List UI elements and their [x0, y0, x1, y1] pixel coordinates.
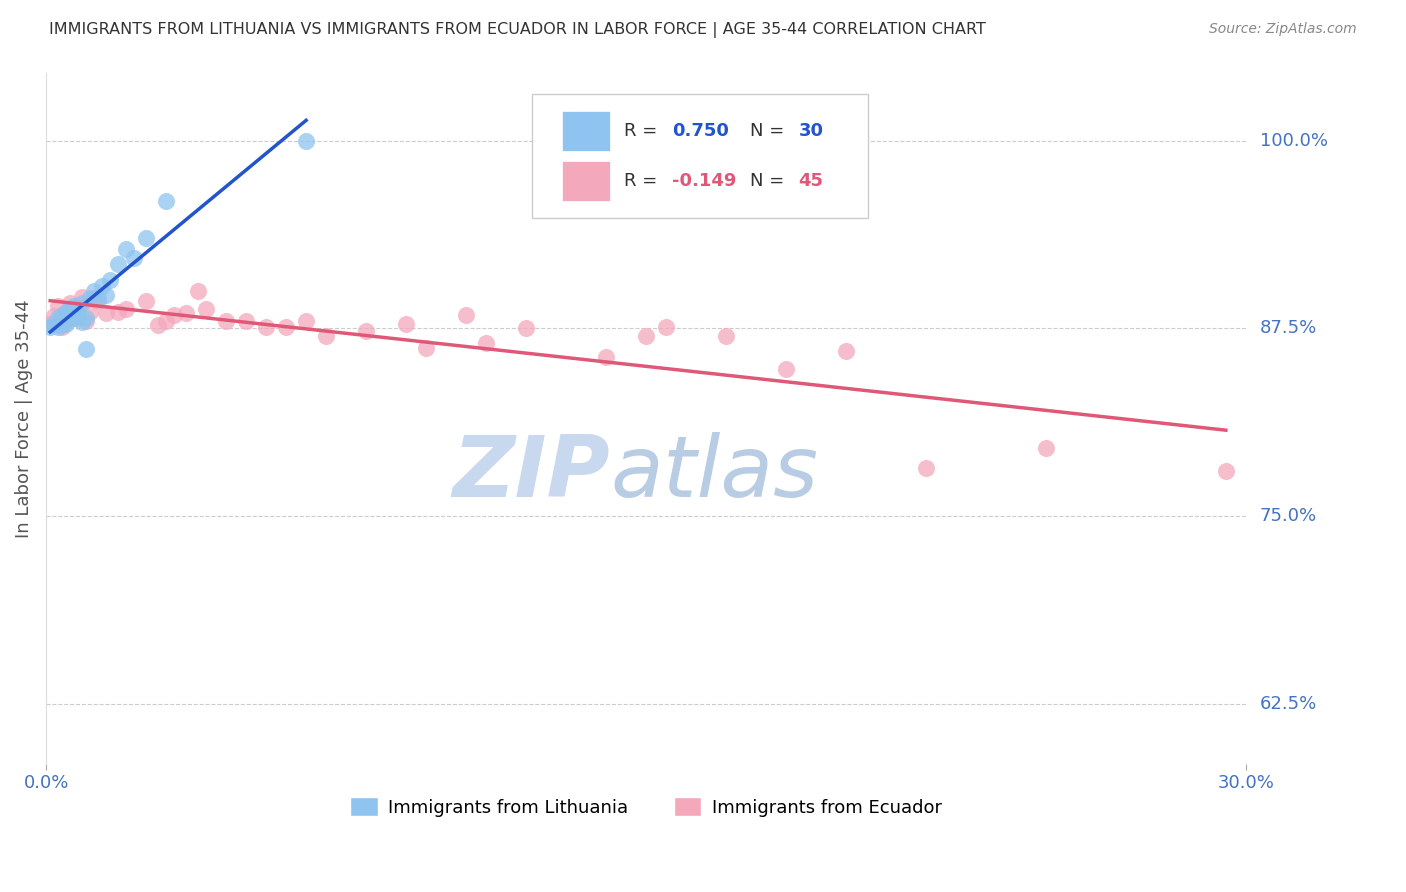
Point: [96, 306, 118, 320]
Legend: Immigrants from Lithuania, Immigrants from Ecuador: Immigrants from Lithuania, Immigrants fr…: [343, 790, 949, 824]
Point: [46, 319, 69, 334]
Text: 62.5%: 62.5%: [1260, 695, 1317, 713]
Point: [415, 341, 437, 355]
Point: [79, 305, 101, 319]
Point: [63, 310, 86, 324]
Point: [70, 315, 93, 329]
Point: [55, 314, 77, 328]
Point: [39, 317, 62, 331]
Point: [75, 314, 97, 328]
Point: [122, 251, 145, 265]
Point: [276, 319, 298, 334]
Point: [83, 284, 105, 298]
Text: IMMIGRANTS FROM LITHUANIA VS IMMIGRANTS FROM ECUADOR IN LABOR FORCE | AGE 35-44 : IMMIGRANTS FROM LITHUANIA VS IMMIGRANTS …: [49, 22, 986, 38]
Point: [70, 290, 93, 304]
Point: [96, 288, 118, 302]
Point: [155, 314, 177, 328]
Point: [515, 321, 537, 335]
Point: [454, 308, 477, 322]
Point: [39, 319, 62, 334]
Text: 0.750: 0.750: [672, 122, 730, 140]
Point: [59, 312, 82, 326]
Text: 87.5%: 87.5%: [1260, 319, 1317, 337]
Point: [475, 336, 498, 351]
Point: [67, 299, 90, 313]
Point: [75, 343, 97, 357]
Text: N =: N =: [751, 122, 790, 140]
Point: [915, 461, 938, 475]
Point: [55, 317, 77, 331]
Point: [46, 310, 69, 325]
Text: Source: ZipAtlas.com: Source: ZipAtlas.com: [1209, 22, 1357, 37]
FancyBboxPatch shape: [562, 111, 610, 151]
Text: R =: R =: [624, 122, 664, 140]
Text: 100.0%: 100.0%: [1260, 131, 1327, 150]
Point: [107, 305, 129, 319]
Point: [235, 314, 257, 328]
Y-axis label: In Labor Force | Age 35-44: In Labor Force | Age 35-44: [15, 299, 32, 538]
Point: [63, 310, 86, 325]
Point: [295, 134, 318, 148]
FancyBboxPatch shape: [562, 161, 610, 201]
Point: [67, 306, 90, 320]
Text: R =: R =: [624, 172, 664, 190]
Point: [79, 291, 101, 305]
Point: [83, 291, 105, 305]
Text: atlas: atlas: [610, 432, 818, 516]
Point: [67, 310, 90, 325]
Point: [254, 319, 277, 334]
Point: [51, 318, 73, 333]
Point: [295, 314, 318, 328]
Point: [155, 194, 177, 208]
Point: [51, 308, 73, 322]
Text: 75.0%: 75.0%: [1260, 507, 1317, 525]
Point: [75, 310, 97, 325]
Point: [634, 328, 657, 343]
Point: [775, 361, 797, 376]
Text: 30: 30: [799, 122, 824, 140]
Point: [655, 319, 678, 334]
Point: [714, 328, 737, 343]
Text: -0.149: -0.149: [672, 172, 737, 190]
Point: [135, 294, 157, 309]
Point: [87, 291, 110, 305]
Text: ZIP: ZIP: [453, 432, 610, 516]
Point: [115, 242, 138, 256]
Text: N =: N =: [751, 172, 790, 190]
Point: [98, 273, 121, 287]
Point: [1215, 464, 1237, 478]
Point: [354, 324, 377, 338]
Point: [395, 317, 418, 331]
Point: [87, 294, 110, 309]
Point: [187, 284, 209, 298]
Point: [174, 306, 197, 320]
Point: [115, 301, 138, 316]
Point: [91, 279, 114, 293]
Point: [59, 295, 82, 310]
Point: [107, 257, 129, 271]
Point: [59, 301, 82, 316]
Point: [135, 231, 157, 245]
Point: [70, 295, 93, 310]
Point: [44, 317, 66, 331]
Point: [44, 310, 66, 324]
Point: [595, 350, 617, 364]
Point: [1035, 442, 1057, 456]
Point: [51, 319, 73, 334]
Point: [46, 299, 69, 313]
Point: [215, 314, 238, 328]
Point: [835, 343, 858, 358]
Point: [315, 328, 337, 343]
Point: [195, 301, 218, 316]
Point: [63, 299, 86, 313]
Point: [163, 308, 186, 322]
Point: [146, 318, 169, 333]
Text: 45: 45: [799, 172, 824, 190]
FancyBboxPatch shape: [531, 94, 868, 218]
Point: [55, 305, 77, 319]
Point: [59, 305, 82, 319]
